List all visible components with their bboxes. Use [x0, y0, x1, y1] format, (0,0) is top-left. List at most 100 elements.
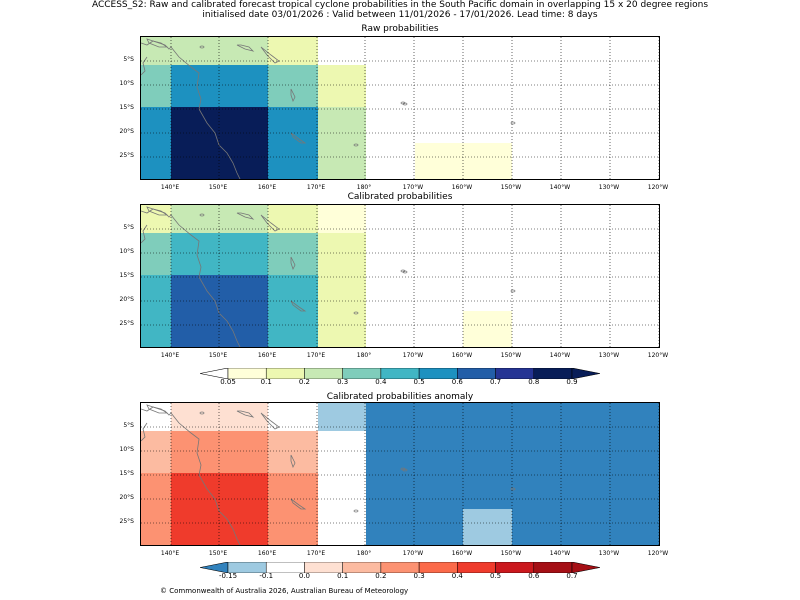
probability-region-2: [268, 205, 318, 233]
probability-region-12: [463, 311, 512, 347]
coastline-4: [260, 46, 280, 64]
coastline-0: [141, 208, 241, 347]
probability-region-10: [268, 275, 318, 347]
probability-region-3: [141, 431, 171, 473]
lon-label: 120°W: [647, 184, 669, 191]
map-calibrated-probabilities: [140, 204, 660, 348]
colorbar-tick-label: 0.2: [298, 378, 310, 386]
island-4: [199, 45, 205, 49]
coastline-0: [141, 406, 241, 545]
island-3: [353, 509, 359, 513]
probability-region-6: [318, 65, 366, 107]
lat-label: 15°S: [119, 104, 134, 111]
colorbar-tick-label: 0.1: [337, 572, 349, 580]
coastline-6: [290, 300, 307, 312]
lon-label: 170°W: [402, 550, 424, 557]
island-2: [510, 289, 516, 293]
colorbar-tick-label: 0.3: [413, 572, 425, 580]
probability-region-8: [171, 107, 268, 179]
coastline-5: [290, 88, 296, 103]
probability-region-4: [171, 65, 268, 107]
colorbar-max-arrow: [571, 367, 601, 380]
probability-region-4: [171, 431, 268, 473]
figure-title-line2: initialised date 03/01/2026 : Valid betw…: [202, 10, 598, 20]
probability-region-11: [415, 143, 512, 179]
island-3: [353, 311, 359, 315]
probability-region-6: [141, 473, 171, 545]
probability-region-11: [318, 275, 366, 347]
colorbar-tick-label: 0.5: [413, 378, 425, 386]
lat-label: 10°S: [119, 248, 134, 255]
probability-region-8: [141, 275, 171, 347]
probability-region-7: [171, 473, 268, 545]
lat-label: 10°S: [119, 446, 134, 453]
coastline-4: [260, 412, 280, 430]
lon-label: 140°E: [160, 184, 180, 191]
island-2: [510, 487, 516, 491]
coastline-1: [141, 224, 148, 244]
probability-region-1: [318, 403, 366, 431]
lon-label: 150°W: [500, 550, 522, 557]
lon-label: 160°W: [451, 184, 473, 191]
colorbar-tick-label: 0.8: [528, 378, 540, 386]
lon-label: 140°E: [160, 550, 180, 557]
probability-colorbar: [199, 364, 601, 380]
colorbar-tick-label: 0.4: [375, 378, 387, 386]
coastline-6: [290, 132, 307, 144]
lat-label: 10°S: [119, 80, 134, 87]
lon-label: 150°E: [208, 184, 228, 191]
probability-region-8: [268, 473, 318, 545]
lat-label: 15°S: [119, 470, 134, 477]
lon-label: 150°W: [500, 184, 522, 191]
coastline-0: [141, 40, 241, 179]
coastline-5: [290, 256, 296, 271]
probability-region-5: [171, 233, 268, 275]
lon-label: 180°: [356, 352, 372, 359]
coastline-2: [146, 206, 169, 216]
panel-title-calibrated: Calibrated probabilities: [347, 192, 453, 202]
lon-label: 180°: [356, 184, 372, 191]
probability-region-7: [318, 233, 366, 275]
lon-label: 140°W: [549, 550, 571, 557]
coastline-3: [236, 212, 255, 220]
island-1: [402, 270, 408, 274]
lat-label: 20°S: [119, 128, 134, 135]
colorbar-tick-label: 0.7: [489, 378, 502, 386]
lon-label: 140°W: [549, 184, 571, 191]
copyright-notice: © Commonwealth of Australia 2026, Austra…: [160, 587, 409, 595]
colorbar-tick-label: 0.1: [260, 378, 272, 386]
map-canvas: [141, 205, 659, 347]
coastline-6: [290, 498, 307, 510]
lon-label: 160°E: [257, 550, 277, 557]
coastline-4: [260, 214, 280, 232]
lon-label: 130°W: [598, 184, 620, 191]
probability-region-3: [141, 65, 171, 107]
lat-label: 5°S: [123, 422, 134, 429]
lat-label: 5°S: [123, 224, 134, 231]
lon-label: 160°E: [257, 352, 277, 359]
colorbar-tick-label: 0.7: [566, 572, 578, 580]
lon-label: 170°E: [306, 352, 326, 359]
probability-region-9: [463, 509, 512, 545]
lat-label: 15°S: [119, 272, 134, 279]
colorbar-tick-label: 0.0: [298, 572, 310, 580]
probability-region-10: [318, 107, 366, 179]
lon-label: 130°W: [598, 352, 620, 359]
lon-label: 150°E: [208, 550, 228, 557]
lat-label: 20°S: [119, 494, 134, 501]
figure-title-line1: ACCESS_S2: Raw and calibrated forecast t…: [91, 0, 709, 10]
lon-label: 130°W: [598, 550, 620, 557]
lon-label: 170°W: [402, 184, 424, 191]
island-2: [510, 121, 516, 125]
lon-label: 180°: [356, 550, 372, 557]
probability-region-4: [141, 233, 171, 275]
colorbar-tick-label: 0.9: [566, 378, 578, 386]
island-3: [353, 143, 359, 147]
colorbar-tick-label: -0.15: [218, 572, 238, 580]
lon-label: 160°E: [257, 184, 277, 191]
island-4: [199, 411, 205, 415]
colorbar-tick-label: 0.6: [528, 572, 540, 580]
map-calibrated-anomaly: [140, 402, 660, 546]
probability-region-3: [318, 205, 366, 233]
lon-label: 170°E: [306, 184, 326, 191]
